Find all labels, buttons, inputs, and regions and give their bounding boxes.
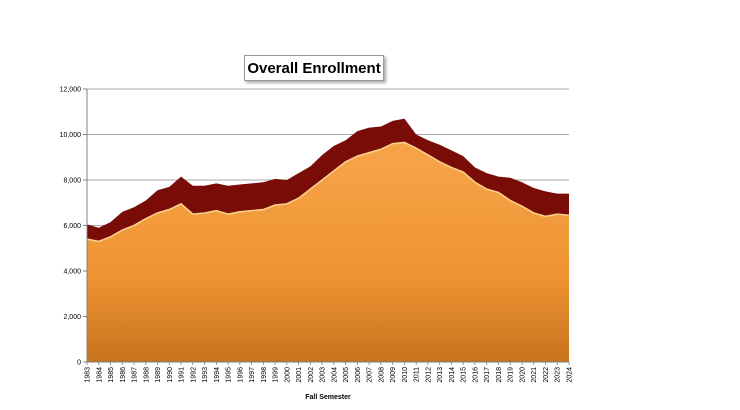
area-upper-series [87, 118, 569, 242]
x-tick-label-2009: 2009 [390, 367, 397, 383]
x-tick-label-2018: 2018 [496, 367, 503, 383]
x-axis-label: Fall Semester [305, 394, 351, 401]
y-tick-label-8000: 8,000 [63, 178, 81, 185]
axes [83, 88, 570, 365]
x-tick-label-2020: 2020 [519, 367, 526, 383]
x-tick-label-2013: 2013 [437, 367, 444, 383]
x-tick-label-2002: 2002 [308, 367, 315, 383]
y-tick-label-0: 0 [77, 360, 81, 367]
chart-title-box: Overall Enrollment [244, 55, 384, 81]
x-tick-label-2006: 2006 [355, 367, 362, 383]
y-tick-label-2000: 2,000 [63, 314, 81, 321]
x-tick-label-2024: 2024 [567, 367, 574, 383]
x-tick-label-1995: 1995 [226, 367, 233, 383]
x-tick-label-1988: 1988 [143, 367, 150, 383]
x-tick-label-1999: 1999 [273, 367, 280, 383]
x-tick-label-1987: 1987 [132, 367, 139, 383]
x-tick-label-2017: 2017 [484, 367, 491, 383]
x-tick-label-1994: 1994 [214, 367, 221, 383]
x-tick-label-2001: 2001 [296, 367, 303, 383]
x-tick-label-1989: 1989 [155, 367, 162, 383]
x-tick-label-1986: 1986 [120, 367, 127, 383]
x-tick-label-1991: 1991 [179, 367, 186, 383]
chart-title: Overall Enrollment [247, 59, 381, 77]
lower-series-edge [86, 141, 570, 243]
x-tick-label-2023: 2023 [555, 367, 562, 383]
area-series [86, 118, 570, 362]
x-tick-label-2010: 2010 [402, 367, 409, 383]
x-tick-label-2007: 2007 [367, 367, 374, 383]
y-tick-label-6000: 6,000 [63, 223, 81, 230]
x-tick-label-1990: 1990 [167, 367, 174, 383]
x-tick-label-1983: 1983 [85, 367, 92, 383]
x-tick-label-2003: 2003 [320, 367, 327, 383]
x-tick-label-2022: 2022 [543, 367, 550, 383]
x-tick-label-1984: 1984 [96, 367, 103, 383]
x-tick-label-2012: 2012 [425, 367, 432, 383]
x-tick-label-2021: 2021 [531, 367, 538, 383]
y-tick-label-10000: 10,000 [60, 132, 82, 139]
area-lower-series [87, 142, 569, 362]
x-tick-label-1996: 1996 [237, 367, 244, 383]
x-tick-label-1997: 1997 [249, 367, 256, 383]
x-tick-label-1998: 1998 [261, 367, 268, 383]
x-tick-label-1993: 1993 [202, 367, 209, 383]
y-tick-label-12000: 12,000 [60, 87, 82, 94]
x-tick-label-1985: 1985 [108, 367, 115, 383]
x-tick-label-2011: 2011 [414, 367, 421, 382]
y-tick-label-4000: 4,000 [63, 269, 81, 276]
x-tick-label-1992: 1992 [190, 367, 197, 383]
x-tick-label-2015: 2015 [461, 367, 468, 383]
x-tick-label-2016: 2016 [472, 367, 479, 383]
y-tick-labels: 0 2,000 4,000 6,000 8,000 10,000 12,000 [60, 87, 82, 367]
x-tick-label-2008: 2008 [378, 367, 385, 383]
x-tick-labels: 1983 1984 1985 1986 1987 1988 1989 1990 1991 1992… [85, 367, 574, 383]
x-tick-label-2000: 2000 [284, 367, 291, 383]
x-tick-label-2004: 2004 [331, 367, 338, 383]
x-tick-label-2019: 2019 [508, 367, 515, 383]
x-tick-label-2014: 2014 [449, 367, 456, 383]
x-tick-label-2005: 2005 [343, 367, 350, 383]
